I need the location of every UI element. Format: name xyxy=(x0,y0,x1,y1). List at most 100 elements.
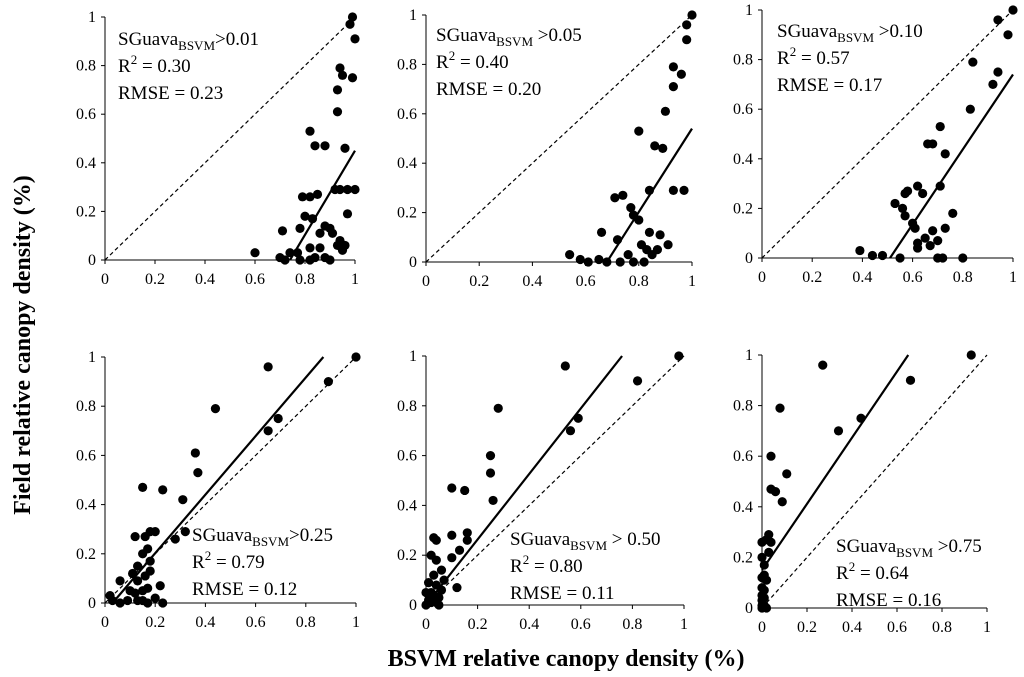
data-point xyxy=(775,403,785,413)
data-point xyxy=(347,73,358,83)
data-point xyxy=(150,527,160,537)
data-point xyxy=(347,12,358,22)
data-point xyxy=(300,211,310,221)
data-point xyxy=(663,240,673,250)
data-point xyxy=(658,143,668,153)
data-point xyxy=(993,15,1003,25)
y-tick-label: 0.2 xyxy=(397,205,417,222)
data-point xyxy=(342,184,353,195)
y-tick-label: 1 xyxy=(409,7,417,24)
x-tick-label: 0.6 xyxy=(246,614,266,631)
data-point xyxy=(910,223,920,233)
data-point xyxy=(350,184,360,195)
data-point xyxy=(115,598,125,608)
data-point xyxy=(295,223,305,234)
data-point xyxy=(628,257,639,267)
x-tick-label: 0.4 xyxy=(522,273,542,290)
data-point xyxy=(155,581,165,591)
data-point xyxy=(757,537,767,547)
data-point xyxy=(913,243,923,253)
x-tick-label: 0.2 xyxy=(145,614,165,631)
y-tick-label: 0.4 xyxy=(397,497,417,514)
data-point xyxy=(325,255,335,265)
data-point xyxy=(761,575,772,585)
data-point xyxy=(143,598,153,608)
data-point xyxy=(965,104,975,114)
data-point xyxy=(565,249,575,260)
data-point xyxy=(263,426,273,436)
data-point xyxy=(602,257,612,267)
data-point xyxy=(305,243,315,253)
data-point xyxy=(277,226,288,236)
x-tick-label: 0.8 xyxy=(932,619,952,636)
data-point xyxy=(594,254,604,265)
data-point xyxy=(263,362,273,372)
data-point xyxy=(761,603,772,613)
y-tick-label: 0.8 xyxy=(76,58,96,75)
x-tick-label: 1 xyxy=(1009,269,1017,286)
data-point xyxy=(436,565,447,575)
data-point xyxy=(867,250,878,261)
data-point xyxy=(890,198,900,209)
regression-line xyxy=(889,73,1014,259)
r-squared-annotation: R2 = 0.57 xyxy=(777,44,850,69)
x-tick-label: 1 xyxy=(983,619,991,636)
data-point xyxy=(687,10,697,20)
data-point xyxy=(634,215,644,225)
y-axis-label: Field relative canopy density (%) xyxy=(10,175,36,515)
data-point xyxy=(573,413,583,423)
data-point xyxy=(639,257,649,267)
data-point xyxy=(273,413,283,424)
data-point xyxy=(913,181,923,191)
data-point xyxy=(335,63,345,73)
data-point xyxy=(193,468,203,478)
y-tick-label: 0.2 xyxy=(397,547,417,564)
rmse-annotation: RMSE = 0.11 xyxy=(510,583,615,604)
data-point xyxy=(918,188,928,199)
data-point xyxy=(431,555,441,565)
data-point xyxy=(612,235,623,245)
data-point xyxy=(337,70,348,80)
data-point xyxy=(454,545,465,555)
y-tick-label: 1 xyxy=(88,349,96,366)
threshold-annotation: SGuavaBSVM>0.01 xyxy=(118,29,259,53)
rmse-annotation: RMSE = 0.20 xyxy=(436,79,541,100)
panel-bottom-middle: 0 0.2 0.4 0.6 0.8 1 0 0.2 0.4 0.6 0.8 1 SGuavaBSVM >… xyxy=(397,348,688,633)
data-point xyxy=(305,255,315,265)
x-tick-label: 1 xyxy=(680,616,688,633)
data-point xyxy=(968,57,978,67)
data-point xyxy=(668,62,678,72)
x-tick-label: 0.6 xyxy=(903,269,923,286)
rmse-annotation: RMSE = 0.12 xyxy=(192,579,297,600)
y-tick-label: 0.8 xyxy=(397,56,417,73)
data-point xyxy=(935,181,945,191)
y-tick-label: 0.8 xyxy=(733,398,753,415)
data-point xyxy=(447,483,457,493)
data-point xyxy=(280,255,290,265)
data-point xyxy=(145,556,155,566)
data-point xyxy=(315,228,325,238)
data-point xyxy=(292,248,303,258)
data-point xyxy=(623,249,633,260)
data-point xyxy=(436,585,447,595)
x-tick-label: 0 xyxy=(758,619,766,636)
data-point xyxy=(158,598,168,608)
rmse-annotation: RMSE = 0.17 xyxy=(777,75,882,96)
y-tick-label: 0.4 xyxy=(397,155,417,172)
panel-top-middle: 0 0.2 0.4 0.6 0.8 1 0 0.2 0.4 0.6 0.8 1 SGuavaBSVM >… xyxy=(397,7,697,290)
data-point xyxy=(560,361,570,371)
y-tick-label: 0 xyxy=(745,600,753,617)
y-tick-label: 0.8 xyxy=(733,52,753,69)
one-to-one-line xyxy=(761,354,988,609)
y-tick-label: 0 xyxy=(88,252,96,269)
data-point xyxy=(429,570,439,580)
y-tick-label: 0.4 xyxy=(733,499,753,516)
x-tick-label: 0 xyxy=(101,271,109,288)
data-point xyxy=(320,141,330,151)
y-tick-label: 0.6 xyxy=(733,101,753,118)
x-tick-label: 1 xyxy=(688,273,696,290)
x-tick-label: 1 xyxy=(352,614,360,631)
data-point xyxy=(285,248,295,258)
data-point xyxy=(770,487,781,497)
data-point xyxy=(180,527,190,537)
